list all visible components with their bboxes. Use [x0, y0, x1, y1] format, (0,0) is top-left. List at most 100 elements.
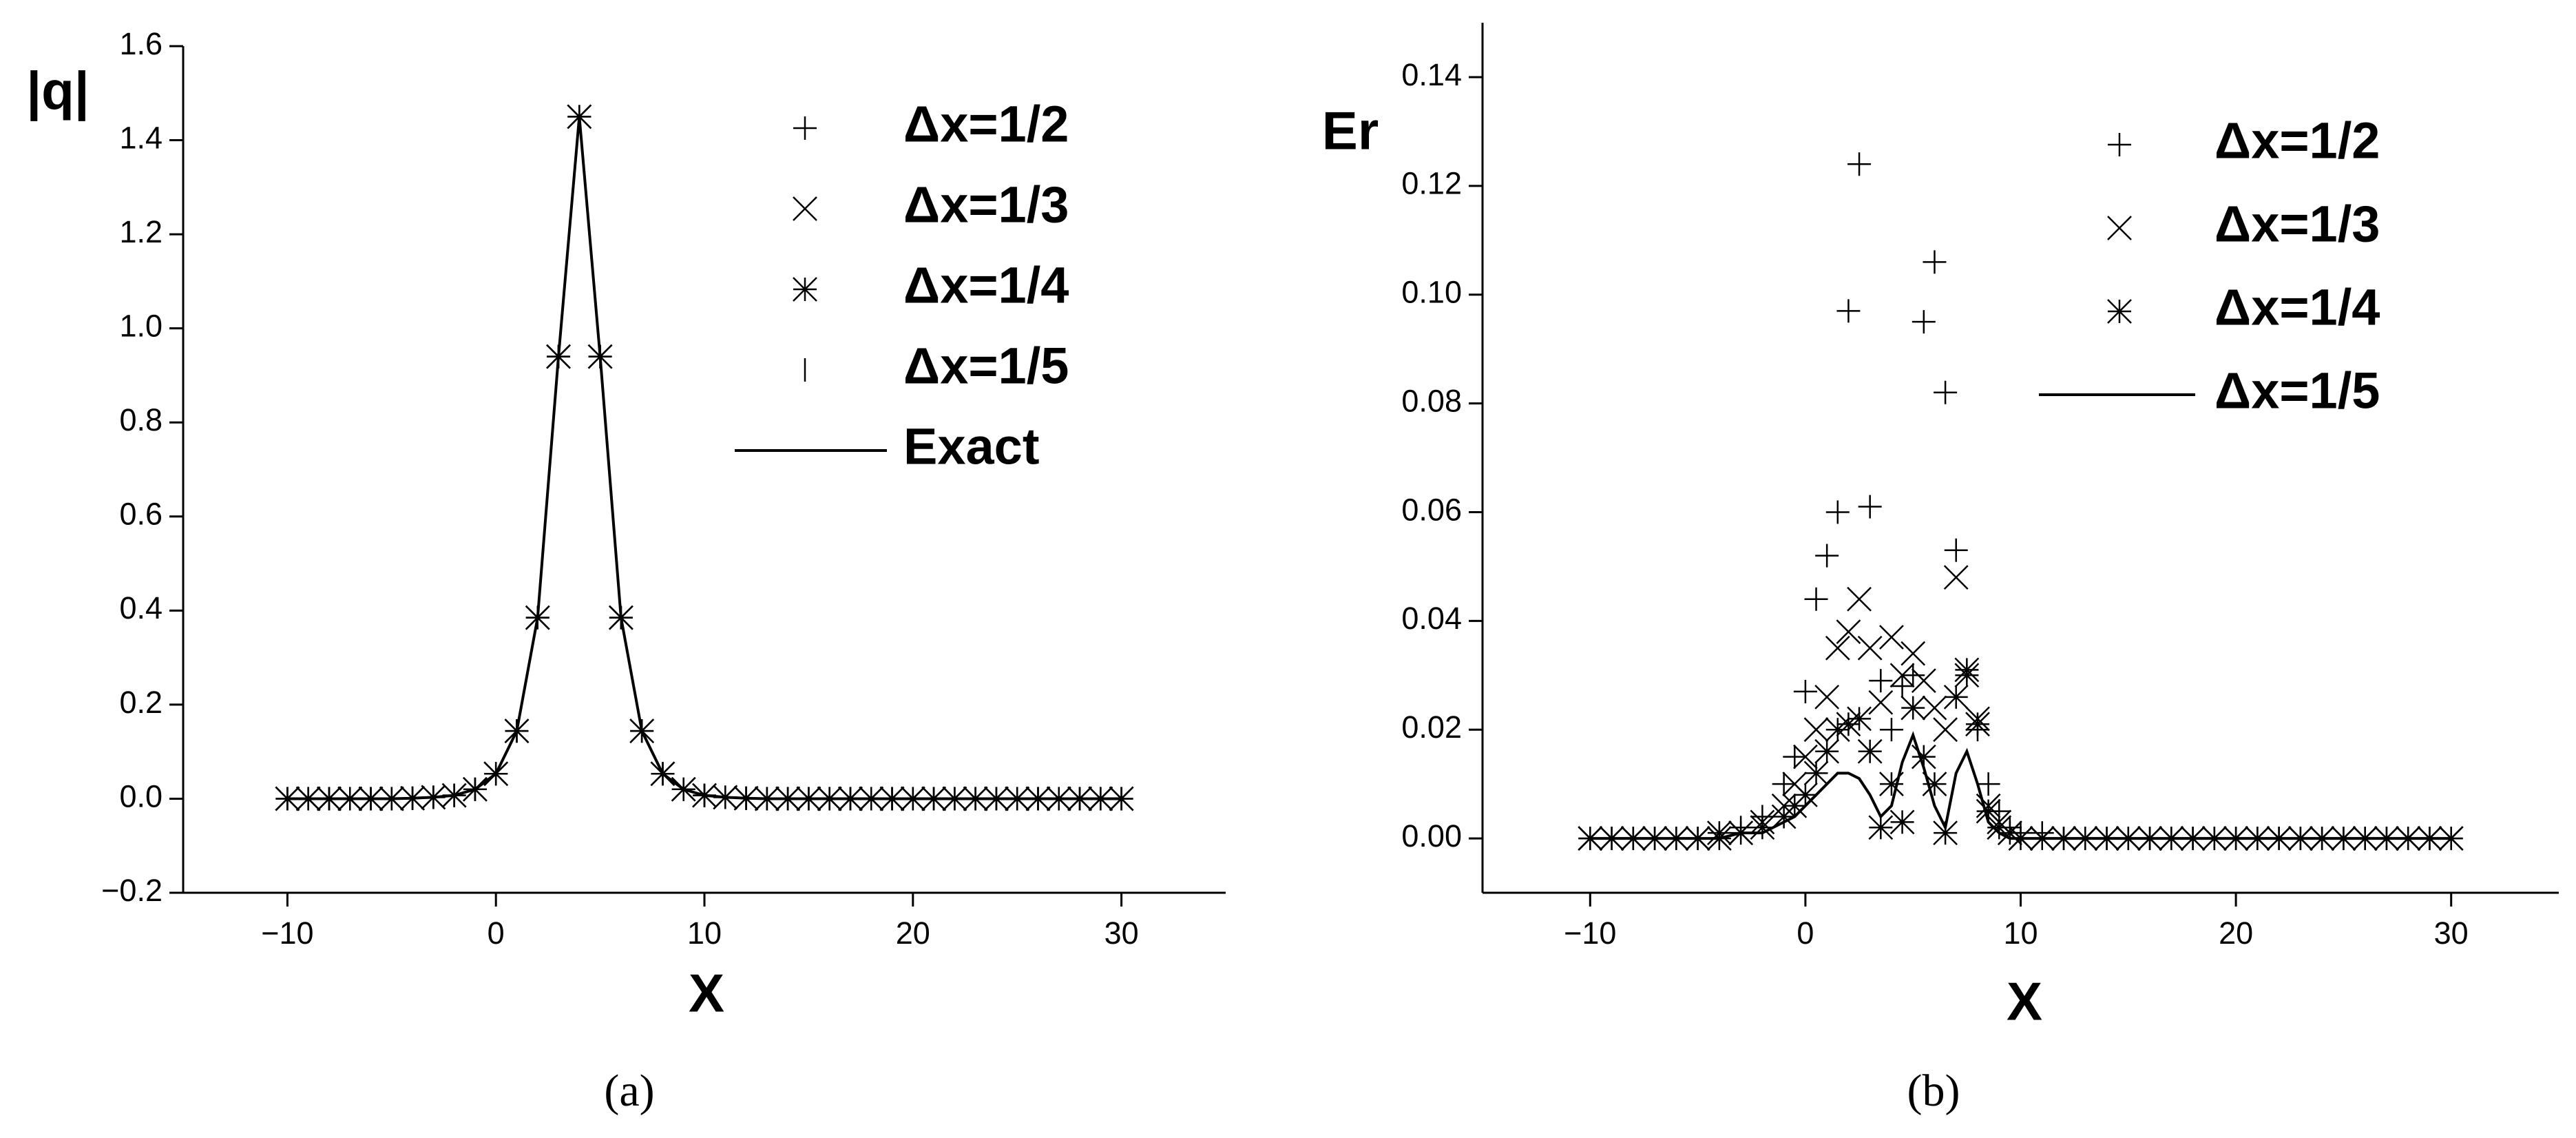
- marker-stroke: [1900, 695, 1926, 721]
- data-point: [1825, 500, 1850, 524]
- x-tick-label: 10: [687, 915, 722, 951]
- data-point: [1911, 744, 1936, 769]
- data-point: [1836, 299, 1861, 323]
- marker-stroke: [1793, 744, 1818, 769]
- data-point: [1857, 635, 1883, 661]
- marker-stroke: [793, 196, 817, 221]
- data-point: [1933, 717, 1958, 743]
- data-point: [1943, 565, 1969, 590]
- y-tick-label: 1.6: [119, 26, 163, 61]
- x-tick-label: 20: [2219, 915, 2253, 951]
- marker-stroke: [793, 277, 817, 302]
- data-point: [1934, 380, 1958, 404]
- data-point: [1879, 625, 1904, 650]
- y-tick-label: −0.2: [101, 873, 163, 908]
- marker-stroke: [1803, 717, 1829, 743]
- data-point: [1803, 761, 1829, 786]
- marker-stroke: [1857, 738, 1883, 764]
- data-point: [1825, 635, 1850, 661]
- legend-label: Δx=1/3: [903, 176, 1069, 234]
- y-tick-label: 1.4: [119, 120, 163, 155]
- legend-label: Δx=1/4: [2214, 279, 2380, 336]
- data-point: [1943, 684, 1969, 710]
- data-point: [1944, 538, 1968, 562]
- marker-stroke: [1933, 717, 1958, 743]
- data-point: [1922, 695, 1947, 721]
- panel-caption: (a): [604, 1066, 654, 1116]
- data-point: [1868, 690, 1894, 715]
- data-point: [1889, 809, 1915, 835]
- data-point: [1890, 674, 1914, 699]
- x-axis-label: X: [689, 963, 724, 1024]
- x-tick-label: 20: [896, 915, 930, 951]
- marker-stroke: [1922, 695, 1947, 721]
- legend-marker: [2107, 299, 2132, 324]
- legend-label: Δx=1/5: [903, 338, 1069, 395]
- x-axis-label: X: [2007, 971, 2042, 1032]
- legend-label: Δx=1/2: [903, 96, 1069, 153]
- y-tick-label: 0.04: [1401, 601, 1462, 636]
- legend-label: Δx=1/5: [2214, 362, 2380, 420]
- data-point: [1900, 641, 1926, 666]
- marker-stroke: [1976, 798, 2001, 824]
- marker-stroke: [1900, 641, 1926, 666]
- data-point: [1793, 783, 1818, 807]
- data-point: [1804, 587, 1828, 611]
- marker-stroke: [1803, 761, 1829, 786]
- y-tick-label: 0.02: [1401, 710, 1462, 745]
- y-tick-label: 0.08: [1401, 383, 1462, 418]
- marker-stroke: [1997, 820, 2022, 846]
- marker-stroke: [1889, 809, 1915, 835]
- marker-stroke: [1825, 635, 1850, 661]
- series-line: [1590, 731, 2451, 840]
- marker-stroke: [1750, 815, 1775, 840]
- marker-stroke: [2107, 216, 2132, 240]
- data-point: [1814, 738, 1840, 764]
- x-tick-label: 30: [2434, 915, 2469, 951]
- marker-stroke: [1814, 684, 1840, 710]
- marker-stroke: [1868, 690, 1894, 715]
- data-point: [1847, 706, 1872, 732]
- data-point: [1772, 772, 1796, 796]
- data-point: [1793, 679, 1817, 703]
- data-point: [1836, 619, 1861, 644]
- data-point: [1954, 657, 1980, 683]
- y-tick-label: 0.00: [1401, 818, 1462, 854]
- x-tick-label: 0: [1797, 915, 1814, 951]
- marker-stroke: [1954, 657, 1980, 683]
- data-point: [1814, 684, 1840, 710]
- y-tick-label: 0.06: [1401, 492, 1462, 527]
- y-axis-label: Er: [1322, 101, 1379, 161]
- marker-stroke: [1965, 712, 1990, 737]
- data-point: [1847, 152, 1872, 176]
- marker-stroke: [1889, 663, 1915, 688]
- x-tick-label: 0: [488, 915, 505, 951]
- y-tick-label: 0.2: [119, 685, 163, 720]
- data-point: [1900, 695, 1926, 721]
- data-point: [1857, 738, 1883, 764]
- marker-stroke: [1847, 706, 1872, 732]
- marker-stroke: [2107, 299, 2132, 324]
- data-point: [1858, 495, 1882, 519]
- y-tick-label: 0.12: [1401, 166, 1462, 201]
- data-point: [1901, 663, 1925, 687]
- y-tick-label: 0.4: [119, 590, 163, 625]
- legend-label: Δx=1/4: [903, 257, 1069, 314]
- marker-stroke: [1793, 783, 1818, 807]
- legend-label: Δx=1/2: [2214, 112, 2380, 169]
- data-point: [1911, 668, 1936, 694]
- legend-marker: [793, 196, 817, 221]
- data-point: [1868, 815, 1894, 840]
- marker-stroke: [1814, 738, 1840, 764]
- legend-marker: [793, 116, 817, 140]
- marker-stroke: [1857, 635, 1883, 661]
- y-tick-label: 0.0: [119, 778, 163, 814]
- data-point: [1869, 669, 1893, 693]
- y-tick-label: 0.8: [119, 402, 163, 437]
- data-point: [1815, 544, 1839, 568]
- marker-stroke: [1922, 772, 1947, 797]
- y-axis-label: |q|: [26, 61, 89, 121]
- data-point: [1976, 772, 2000, 796]
